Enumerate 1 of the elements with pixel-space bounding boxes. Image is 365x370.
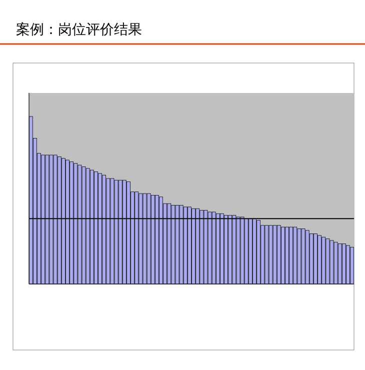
chart-title: 案例：岗位评价结果: [16, 21, 142, 38]
